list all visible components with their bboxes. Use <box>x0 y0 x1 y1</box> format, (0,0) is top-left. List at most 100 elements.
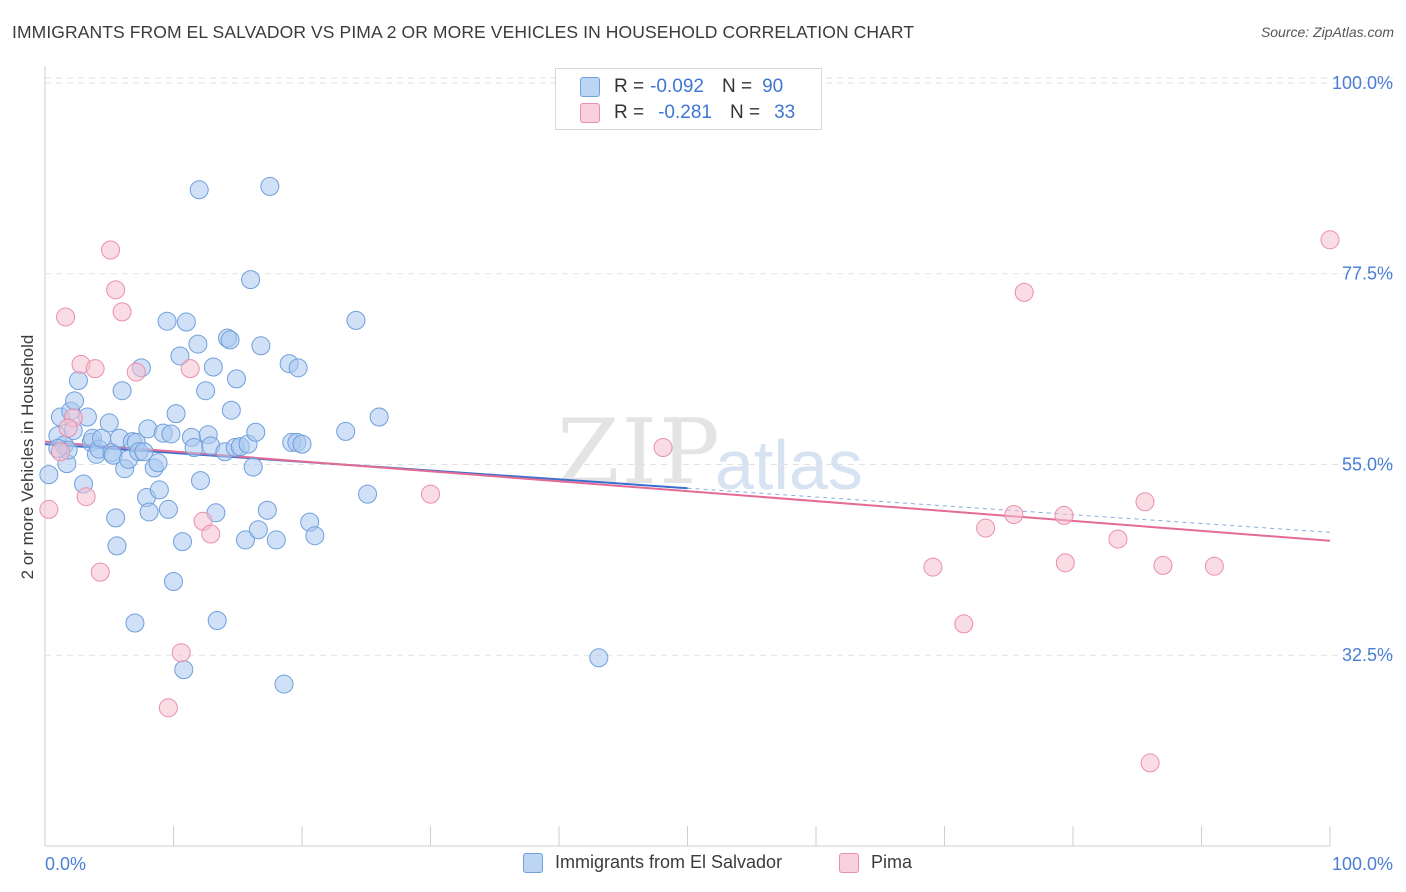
el-salvador-point <box>39 465 59 485</box>
source-label: Source: ZipAtlas.com <box>1260 24 1394 40</box>
blue-swatch-icon <box>523 852 543 873</box>
y-tick-label: 100.0% <box>1332 73 1393 93</box>
pima-point <box>112 302 132 322</box>
pima-point <box>171 643 191 663</box>
el-salvador-point <box>106 508 126 528</box>
el-salvador-point <box>164 571 183 591</box>
pima-point <box>1108 529 1128 549</box>
pima-point <box>421 484 440 504</box>
n-value: 33 <box>774 102 796 123</box>
el-salvador-point <box>157 311 177 331</box>
n-value: 90 <box>762 76 784 97</box>
el-salvador-point <box>172 532 192 552</box>
y-axis-label: 2 or more Vehicles in Household <box>18 334 37 580</box>
el-salvador-point <box>134 442 154 462</box>
pink-swatch-icon <box>839 852 859 873</box>
pima-point <box>101 240 121 260</box>
pima-point <box>1054 505 1074 525</box>
pima-point <box>1140 753 1160 773</box>
stats-row-blue: R = -0.092 N = 90 <box>580 74 783 100</box>
el-salvador-point <box>207 610 227 630</box>
el-salvador-point <box>99 413 119 433</box>
el-salvador-point <box>266 530 286 550</box>
pima-point <box>1135 492 1155 512</box>
pima-point <box>56 307 76 327</box>
axes <box>44 66 1331 847</box>
pima-point <box>923 557 943 577</box>
el-salvador-point <box>241 270 261 290</box>
series-legend: Immigrants from El Salvador Pima <box>0 852 1406 878</box>
el-salvador-point <box>125 613 145 633</box>
pima-point <box>180 359 200 379</box>
pima-point <box>1055 553 1075 573</box>
el-salvador-point <box>65 391 85 411</box>
pima-point <box>1320 230 1340 250</box>
el-salvador-point <box>220 330 240 350</box>
legend-item-el-salvador[interactable]: Immigrants from El Salvador <box>523 852 782 873</box>
el-salvador-point <box>196 381 216 401</box>
legend-label: Immigrants from El Salvador <box>555 852 783 872</box>
el-salvador-point <box>248 520 268 540</box>
stats-legend: R = -0.092 N = 90 R = -0.281 N = 33 <box>555 68 822 130</box>
grid-lines <box>45 77 1395 656</box>
r-label: R = <box>614 102 645 123</box>
pima-point <box>1004 505 1024 524</box>
pima-point <box>976 518 996 538</box>
el-salvador-point <box>188 334 208 354</box>
el-salvador-point <box>148 453 168 473</box>
el-salvador-point <box>260 176 280 196</box>
el-salvador-point <box>176 312 196 332</box>
pima-point <box>85 359 105 379</box>
pima-point <box>76 487 96 507</box>
r-value: -0.281 <box>658 102 712 123</box>
pima-point <box>50 442 70 462</box>
pima-point <box>1014 282 1034 302</box>
el-salvador-point <box>190 471 210 491</box>
el-salvador-point <box>257 500 277 520</box>
x-tick-labels: 0.0% 100.0% <box>45 854 1393 874</box>
el-salvador-point <box>174 660 194 680</box>
legend-item-pima[interactable]: Pima <box>839 852 912 873</box>
el-salvador-point <box>139 502 159 522</box>
stats-row-pink: R = -0.281 N = 33 <box>580 100 795 126</box>
pima-trend-line <box>44 440 1331 542</box>
el-salvador-point <box>149 480 169 500</box>
n-label: N = <box>729 102 761 123</box>
el-salvador-point <box>274 674 294 694</box>
y-tick-label: 55.0% <box>1342 454 1393 474</box>
el-salvador-point <box>346 310 366 330</box>
legend-label: Pima <box>871 852 913 872</box>
data-points <box>39 176 1340 773</box>
el-salvador-point <box>189 180 209 200</box>
el-salvador-point <box>246 422 266 442</box>
pima-point <box>90 562 110 582</box>
chart-title: IMMIGRANTS FROM EL SALVADOR VS PIMA 2 OR… <box>12 22 915 42</box>
r-value: -0.092 <box>650 76 704 97</box>
el-salvador-point <box>161 424 181 444</box>
pima-point <box>39 499 59 519</box>
pima-point <box>1204 556 1224 576</box>
pima-point <box>126 362 146 382</box>
n-label: N = <box>721 76 753 97</box>
el-salvador-point <box>589 648 609 668</box>
el-salvador-point <box>221 400 241 420</box>
el-salvador-point <box>235 530 255 550</box>
el-salvador-point <box>292 434 312 454</box>
pima-point <box>158 698 178 718</box>
pink-swatch-icon <box>580 103 600 123</box>
pima-point <box>954 614 974 634</box>
x-tick-label: 100.0% <box>1332 854 1393 874</box>
y-tick-label: 77.5% <box>1342 264 1393 284</box>
el-salvador-point <box>358 484 378 504</box>
y-tick-label: 32.5% <box>1342 645 1393 665</box>
el-salvador-point <box>305 526 325 546</box>
pima-point <box>653 438 673 458</box>
el-salvador-point <box>112 381 132 401</box>
el-salvador-point <box>184 438 204 458</box>
pima-point <box>106 280 126 300</box>
el-salvador-point <box>243 457 263 477</box>
el-salvador-point <box>251 336 271 356</box>
el-salvador-point <box>336 421 356 441</box>
y-tick-labels: 32.5% 55.0% 77.5% 100.0% <box>1332 73 1393 665</box>
